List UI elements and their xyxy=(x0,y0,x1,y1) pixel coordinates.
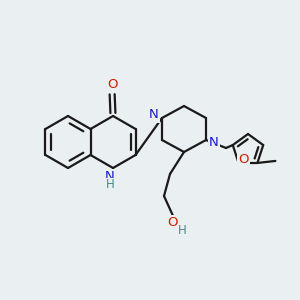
Text: O: O xyxy=(107,78,117,91)
Text: O: O xyxy=(238,153,249,167)
Text: N: N xyxy=(209,136,219,148)
Text: H: H xyxy=(106,178,114,191)
Text: O: O xyxy=(167,217,177,230)
Text: H: H xyxy=(178,224,186,238)
Text: N: N xyxy=(149,109,159,122)
Text: N: N xyxy=(105,170,115,184)
